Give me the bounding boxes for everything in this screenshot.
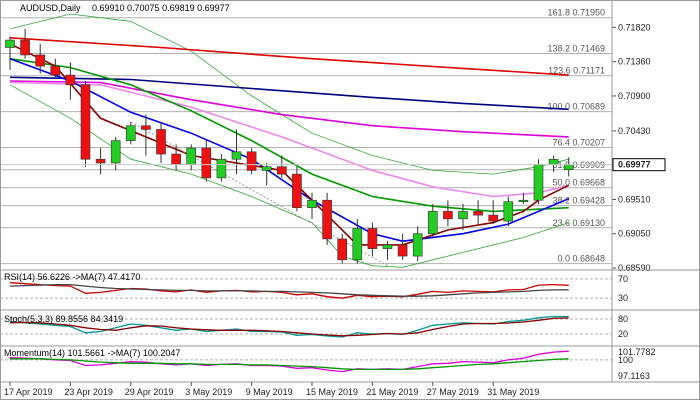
indicator-panels: 70 30 RSI(14) 56.6226 ->MA(7) 47.4170 80 20 S… [0, 269, 700, 381]
candle-body-11 [171, 153, 181, 165]
x-tick-label-7: 27 May 2019 [427, 387, 479, 397]
series-momentum [9, 350, 569, 373]
candle-body-2 [35, 54, 46, 67]
x-tick-label-0: 17 Apr 2019 [4, 387, 53, 397]
y-tick-label-7: 0.68590 [618, 263, 651, 273]
candle-body-20 [307, 199, 317, 208]
candle-body-24 [367, 228, 378, 249]
level-label-2-0: 100 [618, 355, 633, 365]
fib-label-4: 76.4 0.70207 [552, 138, 605, 148]
fib-label-1: 138.2 0.71469 [547, 44, 605, 54]
candle-body-12 [186, 147, 196, 165]
candle-body-15 [231, 151, 242, 160]
fib-label-7: 38.2 0.69428 [552, 196, 605, 206]
candle-body-6 [95, 158, 106, 164]
panel-max-label-2: 101.7782 [618, 347, 656, 357]
candle-body-9 [141, 125, 151, 130]
level-label-0-1: 30 [618, 293, 628, 303]
indicator-panel-0: 70 30 RSI(14) 56.6226 ->MA(7) 47.4170 [0, 269, 700, 303]
chart-header: AUDUSD,Daily 0.69910 0.70075 0.69819 0.6… [20, 3, 230, 13]
x-tick-label-2: 29 Apr 2019 [125, 387, 174, 397]
ohlc-values: 0.69910 0.70075 0.69819 0.69977 [92, 3, 230, 13]
candle-body-28 [427, 211, 438, 235]
candle-body-7 [110, 140, 121, 164]
candle-body-32 [488, 214, 499, 222]
bollinger-upper [9, 13, 569, 175]
fib-label-3: 100.0 0.70689 [547, 102, 605, 112]
candle-body-31 [473, 211, 483, 216]
y-tick-label-5: 0.69510 [618, 194, 651, 204]
candle-body-18 [276, 166, 287, 175]
y-tick-label-1: 0.71360 [618, 57, 651, 67]
x-tick-label-4: 9 May 2019 [246, 387, 293, 397]
x-tick-label-3: 3 May 2019 [185, 387, 232, 397]
level-label-0-0: 70 [618, 274, 628, 284]
fib-label-8: 23.6 0.69130 [552, 218, 605, 228]
long-ma-red [9, 37, 569, 76]
candle-body-21 [322, 199, 332, 240]
y-tick-label-0: 0.71820 [618, 22, 651, 32]
series-rsi [9, 282, 569, 299]
mid-ma-magenta [9, 80, 569, 138]
candle-body-14 [216, 158, 227, 179]
y-tick-label-2: 0.70900 [618, 91, 651, 101]
candle-body-35 [533, 164, 544, 201]
series-rsi-ma [9, 283, 569, 297]
candlesticks [5, 28, 574, 264]
time-axis: 17 Apr 2019 23 Apr 2019 29 Apr 2019 3 May 2… [0, 381, 700, 397]
candle-body-1 [20, 39, 30, 56]
indicator-caption-2: Momentum(14) 101.5661 ->MA(7) 100.2047 [4, 348, 180, 358]
fib-label-0: 161.8 0.71950 [547, 8, 605, 18]
candle-body-5 [80, 84, 91, 160]
candle-body-23 [352, 228, 363, 261]
candle-body-16 [246, 151, 257, 171]
candle-body-19 [292, 173, 302, 208]
candle-body-0 [5, 39, 15, 48]
candle-body-33 [503, 201, 514, 222]
panel-min-label-2: 97.1163 [618, 371, 650, 381]
series-stoch-d [9, 317, 569, 337]
indicator-panel-1: 80 20 Stoch(5,3,3) 89.8556 84.3419 [0, 309, 700, 339]
level-label-1-0: 80 [618, 314, 628, 324]
symbol-label: AUDUSD,Daily [20, 3, 81, 13]
candle-body-22 [337, 238, 348, 261]
candle-body-13 [201, 147, 212, 179]
x-tick-label-8: 31 May 2019 [487, 387, 539, 397]
candle-body-4 [65, 74, 76, 86]
candle-body-29 [443, 211, 453, 220]
x-tick-label-5: 15 May 2019 [306, 387, 358, 397]
candle-body-27 [412, 233, 423, 257]
candle-body-36 [548, 158, 559, 165]
fib-label-2: 123.6 0.71171 [548, 66, 605, 76]
candle-body-17 [261, 166, 272, 171]
current-price-label: 0.69977 [618, 160, 651, 170]
level-label-1-1: 20 [618, 329, 628, 339]
candle-body-37 [563, 164, 574, 170]
candle-body-26 [397, 244, 408, 257]
price-axis: 0.718200.713600.709000.704300.699700.695… [0, 22, 666, 273]
x-tick-label-1: 23 Apr 2019 [64, 387, 113, 397]
fib-label-9: 0.0 0.68648 [557, 254, 605, 264]
y-tick-label-6: 0.69050 [618, 229, 651, 239]
candle-body-10 [156, 129, 166, 155]
series-momentum-ma [10, 358, 569, 371]
x-tick-label-6: 21 May 2019 [366, 387, 418, 397]
ma-blue [9, 57, 570, 243]
y-tick-label-3: 0.70430 [618, 126, 651, 136]
indicator-caption-1: Stoch(5,3,3) 89.8556 84.3419 [4, 314, 123, 324]
candle-body-34 [518, 199, 529, 203]
candle-body-30 [458, 211, 468, 220]
current-price-box [612, 158, 666, 172]
candle-body-8 [126, 125, 136, 141]
fib-label-6: 50.0 0.69668 [552, 178, 605, 188]
fibonacci-levels: 161.8 0.71950 138.2 0.71469 123.6 0.71171 1… [0, 8, 612, 265]
candle-body-25 [382, 244, 393, 249]
candle-body-3 [50, 65, 61, 76]
indicator-caption-0: RSI(14) 56.6226 ->MA(7) 47.4170 [4, 272, 140, 282]
